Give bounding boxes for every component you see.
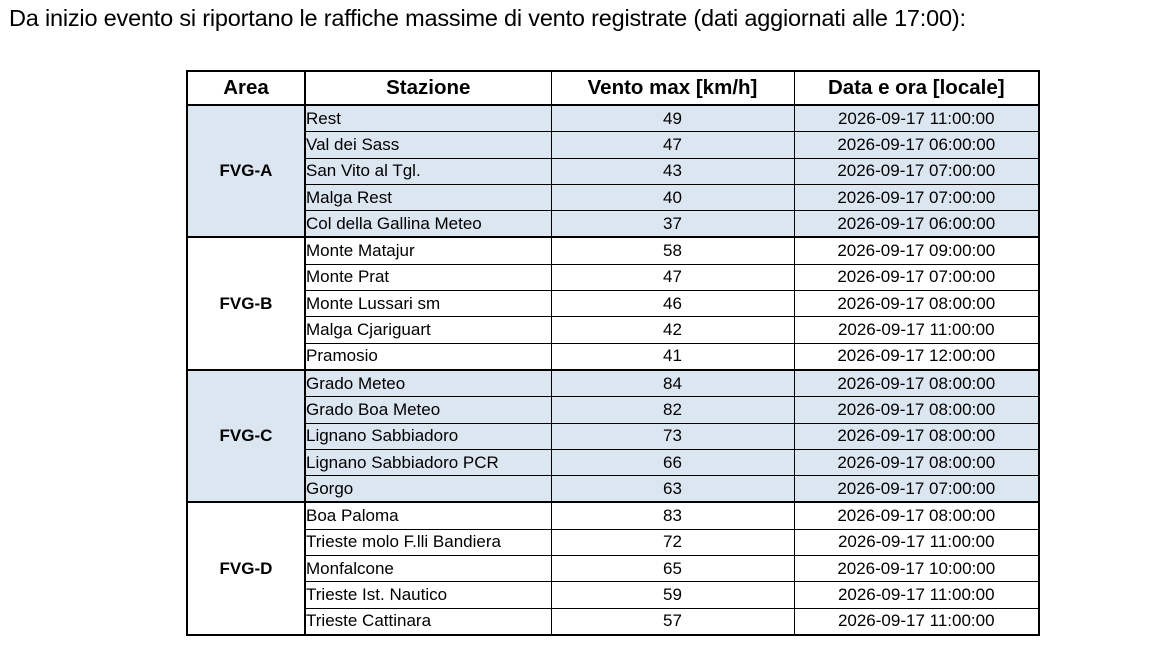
datetime-cell: 2026-09-17 08:00:00 [793, 501, 1040, 530]
datetime-cell: 2026-09-17 07:00:00 [793, 157, 1040, 185]
header-data-ora: Data e ora [locale] [793, 70, 1040, 106]
wind-max-cell: 42 [550, 316, 795, 344]
datetime-cell: 2026-09-17 08:00:00 [793, 396, 1040, 424]
station-cell: Monfalcone [304, 555, 552, 583]
table-row: FVG-D Boa Paloma 83 2026-09-17 08:00:00 [186, 501, 1040, 636]
table-header: Area Stazione Vento max [km/h] Data e or… [186, 70, 1040, 106]
wind-max-cell: 47 [550, 263, 795, 292]
wind-max-cell: 72 [550, 528, 795, 557]
station-cell: San Vito al Tgl. [304, 157, 552, 185]
station-cell: Trieste Cattinara [304, 607, 552, 636]
area-cell: FVG-A [186, 104, 306, 239]
table-row: FVG-B Monte Matajur 58 2026-09-17 09:00:00 [186, 236, 1040, 371]
station-cell: Lignano Sabbiadoro PCR [304, 448, 552, 477]
table-row: FVG-C Grado Meteo 84 2026-09-17 08:00:00 [186, 369, 1040, 504]
wind-max-cell: 57 [550, 607, 795, 636]
table-row: Malga Rest 40 2026-09-17 07:00:00 [187, 183, 1040, 212]
header-stazione: Stazione [304, 70, 552, 106]
table-row: Pramosio 41 2026-09-17 12:00:00 [187, 342, 1040, 371]
table-row: Malga Cjariguart 42 2026-09-17 11:00:00 [187, 316, 1040, 344]
wind-max-cell: 63 [550, 475, 795, 504]
datetime-cell: 2026-09-17 09:00:00 [793, 236, 1040, 265]
station-cell: Lignano Sabbiadoro [304, 422, 552, 450]
table-body: FVG-A Rest 49 2026-09-17 11:00:00 Val dei Sa… [186, 104, 1040, 636]
datetime-cell: 2026-09-17 07:00:00 [793, 183, 1040, 212]
station-cell: Col della Gallina Meteo [304, 210, 552, 239]
table-row: Lignano Sabbiadoro 73 2026-09-17 08:00:00 [187, 422, 1040, 450]
station-cell: Monte Prat [304, 263, 552, 292]
datetime-cell: 2026-09-17 11:00:00 [793, 528, 1040, 557]
wind-max-cell: 47 [550, 131, 795, 159]
station-cell: Malga Cjariguart [304, 316, 552, 344]
wind-max-cell: 82 [550, 396, 795, 424]
datetime-cell: 2026-09-17 08:00:00 [793, 448, 1040, 477]
wind-max-cell: 59 [550, 581, 795, 609]
table-row: Trieste Cattinara 57 2026-09-17 11:00:00 [187, 607, 1040, 636]
datetime-cell: 2026-09-17 08:00:00 [793, 369, 1040, 398]
wind-max-cell: 65 [550, 555, 795, 583]
wind-max-cell: 73 [550, 422, 795, 450]
wind-max-cell: 41 [550, 342, 795, 371]
table-row: Monte Lussari sm 46 2026-09-17 08:00:00 [187, 290, 1040, 318]
table-row: Lignano Sabbiadoro PCR 66 2026-09-17 08:00… [187, 448, 1040, 477]
station-cell: Pramosio [304, 342, 552, 371]
station-cell: Monte Matajur [304, 236, 552, 265]
datetime-cell: 2026-09-17 06:00:00 [793, 131, 1040, 159]
station-cell: Malga Rest [304, 183, 552, 212]
wind-max-cell: 40 [550, 183, 795, 212]
wind-max-cell: 83 [550, 501, 795, 530]
station-cell: Trieste Ist. Nautico [304, 581, 552, 609]
station-cell: Rest [304, 104, 552, 133]
table-row: FVG-A Rest 49 2026-09-17 11:00:00 [186, 104, 1040, 239]
datetime-cell: 2026-09-17 10:00:00 [793, 555, 1040, 583]
table-row: Val dei Sass 47 2026-09-17 06:00:00 [187, 131, 1040, 159]
table-row: Monfalcone 65 2026-09-17 10:00:00 [187, 555, 1040, 583]
datetime-cell: 2026-09-17 12:00:00 [793, 342, 1040, 371]
area-cell: FVG-D [186, 501, 306, 636]
intro-text: Da inizio evento si riportano le raffich… [9, 5, 966, 31]
station-cell: Grado Meteo [304, 369, 552, 398]
wind-max-cell: 43 [550, 157, 795, 185]
wind-max-cell: 66 [550, 448, 795, 477]
table-row: Monte Prat 47 2026-09-17 07:00:00 [187, 263, 1040, 292]
station-cell: Gorgo [304, 475, 552, 504]
wind-max-cell: 84 [550, 369, 795, 398]
station-cell: Val dei Sass [304, 131, 552, 159]
table-row: San Vito al Tgl. 43 2026-09-17 07:00:00 [187, 157, 1040, 185]
table-row: Trieste Ist. Nautico 59 2026-09-17 11:00:0… [187, 581, 1040, 609]
header-area: Area [186, 70, 306, 106]
datetime-cell: 2026-09-17 08:00:00 [793, 422, 1040, 450]
wind-max-cell: 37 [550, 210, 795, 239]
wind-gusts-table: Area Stazione Vento max [km/h] Data e or… [186, 70, 1040, 636]
datetime-cell: 2026-09-17 08:00:00 [793, 290, 1040, 318]
station-cell: Grado Boa Meteo [304, 396, 552, 424]
header-vento-max: Vento max [km/h] [550, 70, 795, 106]
area-cell: FVG-C [186, 369, 306, 504]
datetime-cell: 2026-09-17 11:00:00 [793, 316, 1040, 344]
datetime-cell: 2026-09-17 07:00:00 [793, 475, 1040, 504]
wind-max-cell: 58 [550, 236, 795, 265]
table-row: Grado Boa Meteo 82 2026-09-17 08:00:00 [187, 396, 1040, 424]
station-cell: Monte Lussari sm [304, 290, 552, 318]
wind-max-cell: 46 [550, 290, 795, 318]
station-cell: Boa Paloma [304, 501, 552, 530]
wind-max-cell: 49 [550, 104, 795, 133]
header-row: Area Stazione Vento max [km/h] Data e or… [186, 70, 1040, 106]
datetime-cell: 2026-09-17 11:00:00 [793, 104, 1040, 133]
area-cell: FVG-B [186, 236, 306, 371]
datetime-cell: 2026-09-17 07:00:00 [793, 263, 1040, 292]
datetime-cell: 2026-09-17 06:00:00 [793, 210, 1040, 239]
table-row: Trieste molo F.lli Bandiera 72 2026-09-17 … [187, 528, 1040, 557]
station-cell: Trieste molo F.lli Bandiera [304, 528, 552, 557]
table-row: Col della Gallina Meteo 37 2026-09-17 06:0… [187, 210, 1040, 239]
datetime-cell: 2026-09-17 11:00:00 [793, 581, 1040, 609]
datetime-cell: 2026-09-17 11:00:00 [793, 607, 1040, 636]
table-row: Gorgo 63 2026-09-17 07:00:00 [187, 475, 1040, 504]
